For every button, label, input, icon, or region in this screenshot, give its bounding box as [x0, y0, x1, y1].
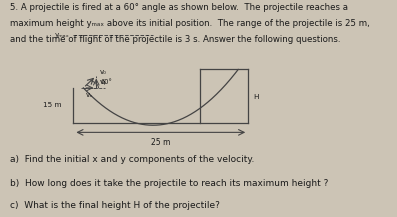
Text: and the time of flight of the projectile is 3 s. Answer the following questions.: and the time of flight of the projectile… [10, 35, 340, 43]
Text: c)  What is the final height H of the projectile?: c) What is the final height H of the pro… [10, 201, 220, 210]
Text: a)  Find the initial x and y components of the velocity.: a) Find the initial x and y components o… [10, 155, 254, 164]
Text: vᵧ: vᵧ [99, 79, 106, 85]
Text: b)  How long does it take the projectile to reach its maximum height ?: b) How long does it take the projectile … [10, 179, 328, 188]
Text: v₀: v₀ [99, 69, 106, 75]
Text: yₘₐₓ: yₘₐₓ [55, 32, 69, 38]
Text: vₓ: vₓ [86, 92, 93, 98]
Text: H: H [253, 94, 259, 100]
Text: 15 m: 15 m [43, 102, 62, 108]
Text: 25 m: 25 m [151, 138, 170, 147]
Text: 5. A projectile is fired at a 60° angle as shown below.  The projectile reaches : 5. A projectile is fired at a 60° angle … [10, 3, 348, 12]
Text: 60°: 60° [100, 79, 112, 85]
Text: maximum height yₘₐₓ above its initial position.  The range of the projectile is : maximum height yₘₐₓ above its initial po… [10, 19, 370, 28]
